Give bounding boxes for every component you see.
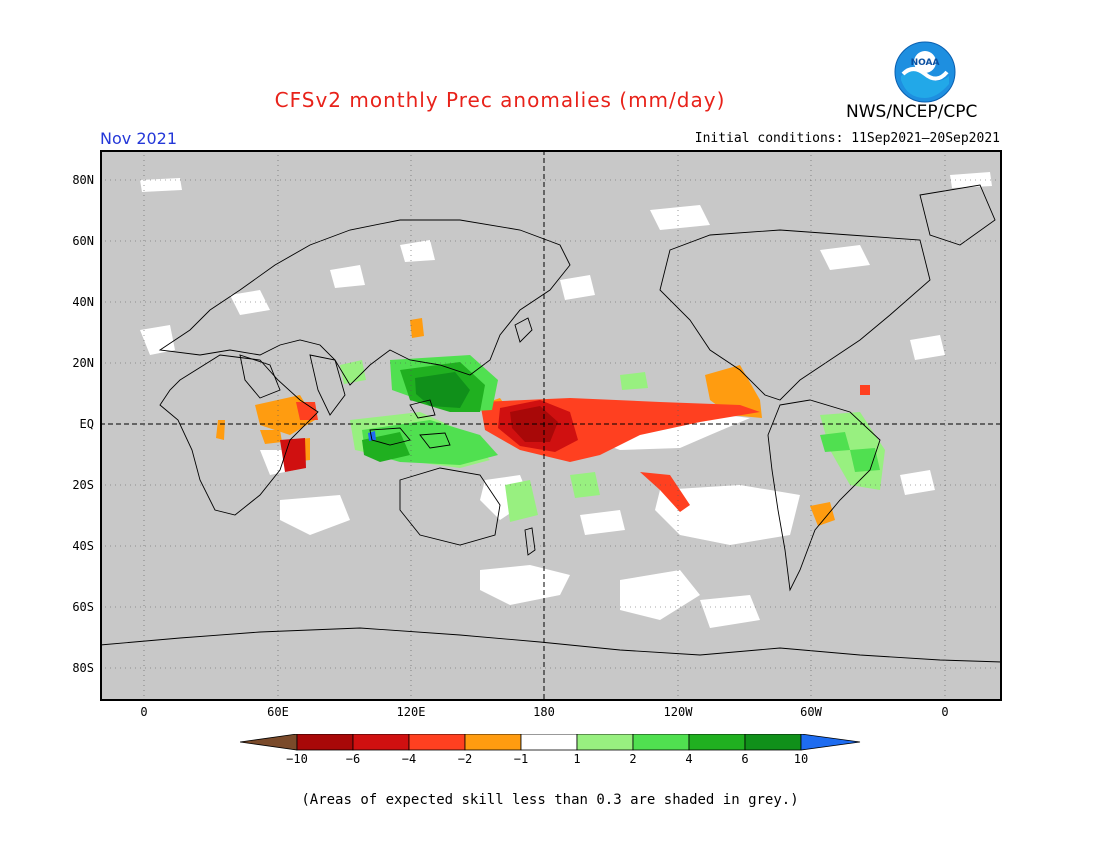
noaa-logo: NOAA xyxy=(894,41,956,103)
colorbar-label: −4 xyxy=(401,752,417,766)
logo-text: NOAA xyxy=(911,58,940,68)
blue-anomaly-patch xyxy=(368,431,376,441)
lat-label-80n: 80N xyxy=(72,173,94,187)
chart-title: CFSv2 monthly Prec anomalies (mm/day) xyxy=(274,88,726,112)
agency-label: NWS/NCEP/CPC xyxy=(846,102,978,122)
reference-lines xyxy=(100,150,1002,701)
lat-label-60n: 60N xyxy=(72,234,94,248)
lon-label-0-east: 0 xyxy=(941,705,949,719)
lat-label-60s: 60S xyxy=(72,600,94,614)
colorbar-label: −2 xyxy=(457,752,473,766)
lon-label-120w: 120W xyxy=(663,705,693,719)
lat-label-20n: 20N xyxy=(72,356,94,370)
map-frame xyxy=(100,150,1002,701)
colorbar xyxy=(240,734,861,751)
colorbar-label: −6 xyxy=(345,752,361,766)
lon-label-0: 0 xyxy=(140,705,148,719)
grid-lines xyxy=(100,150,1002,701)
lat-label-eq: EQ xyxy=(79,417,94,431)
lat-label-80s: 80S xyxy=(72,661,94,675)
colorbar-arrow-left xyxy=(240,734,298,751)
colorbar-label: 4 xyxy=(685,752,693,766)
coastlines xyxy=(100,184,1002,663)
colorbar-label: −1 xyxy=(513,752,529,766)
lat-label-40n: 40N xyxy=(72,295,94,309)
lon-label-60w: 60W xyxy=(800,705,822,719)
precip-anomaly-map xyxy=(100,150,1002,701)
colorbar-label: 6 xyxy=(741,752,749,766)
lon-label-60e: 60E xyxy=(267,705,289,719)
lat-label-40s: 40S xyxy=(72,539,94,553)
colorbar-label: 10 xyxy=(793,752,809,766)
colorbar-label: −10 xyxy=(286,752,308,766)
lon-label-120e: 120E xyxy=(396,705,426,719)
initial-conditions-label: Initial conditions: 11Sep2021—20Sep2021 xyxy=(694,131,1000,146)
lon-label-180: 180 xyxy=(533,705,555,719)
colorbar-label: 2 xyxy=(629,752,637,766)
verydarkgreen-anomaly-patches xyxy=(415,372,470,408)
month-label: Nov 2021 xyxy=(100,129,178,148)
colorbar-label: 1 xyxy=(573,752,581,766)
colorbar-arrow-right xyxy=(800,734,861,751)
lat-label-20s: 20S xyxy=(72,478,94,492)
skill-footnote: (Areas of expected skill less than 0.3 a… xyxy=(301,792,799,808)
